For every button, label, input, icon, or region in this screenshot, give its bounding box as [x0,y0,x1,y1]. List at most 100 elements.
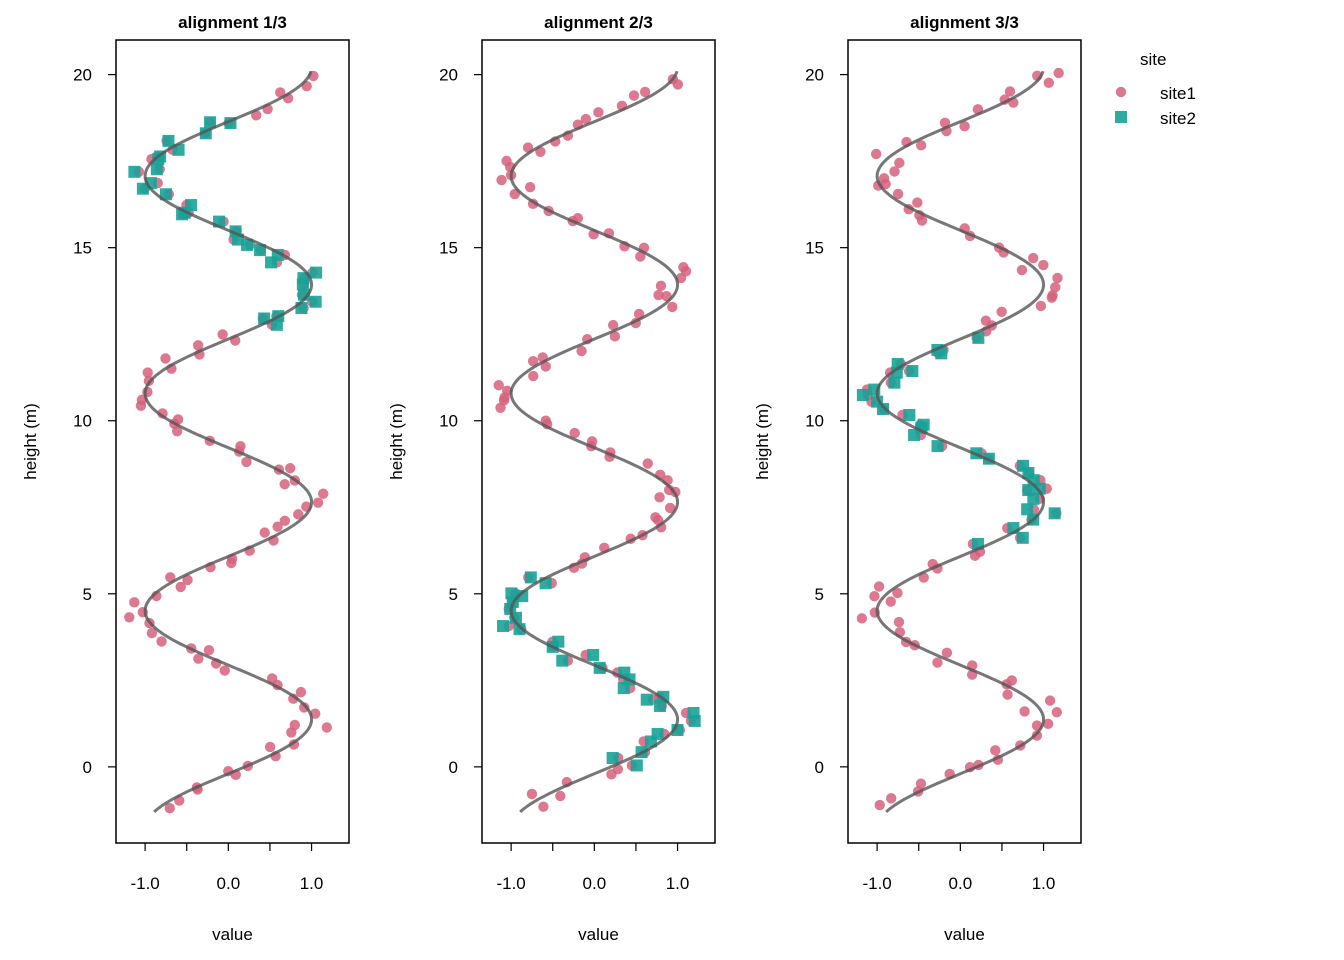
legend-label-site2: site2 [1160,109,1196,128]
site1-point [990,745,1001,756]
site1-point [894,157,905,169]
site1-point [165,572,176,583]
site2-point [516,590,529,603]
site1-point [1004,86,1016,97]
site2-point [253,244,266,257]
site2-point [972,331,985,344]
site1-point [655,280,667,292]
x-tick-label: -1.0 [130,874,159,893]
site1-point [538,801,549,812]
y-tick-label: 20 [73,66,92,85]
site1-point [639,86,651,98]
y-tick-label: 0 [83,758,92,777]
y-tick-label: 15 [73,239,92,258]
site1-point [129,597,140,608]
site1-point [664,502,676,514]
x-tick-label: -1.0 [496,874,525,893]
x-tick-label: 0.0 [217,874,241,893]
plot-frame [847,39,1082,844]
x-tick-label: 1.0 [666,874,690,893]
model-curve [143,70,314,813]
y-tick-label: 10 [439,412,458,431]
site1-point [941,647,953,659]
site1-point [593,107,604,118]
y-tick-label: 15 [439,239,458,258]
site1-point [1038,259,1049,271]
site1-point [275,87,286,98]
site2-point [297,272,310,285]
site1-point [527,356,539,367]
model-curve [875,70,1046,813]
site2-point [309,295,322,308]
site2-point [606,751,619,764]
y-tick-label: 15 [805,239,824,258]
site1-point [295,686,307,698]
site2-point [505,587,518,600]
y-tick-label: 0 [449,758,458,777]
y-axis-label: height (m) [753,403,772,480]
site2-point [906,365,919,378]
site1-point [259,527,270,538]
site1-point [586,436,598,447]
panel-1: alignment 1/3 0 5 10 15 20 -1.0 0.0 1.0 value heig… [21,13,350,944]
site1-point [1053,67,1064,79]
site1-point [892,587,903,599]
site1-point [1028,252,1039,264]
site1-point [524,181,536,193]
legend-title: site [1140,50,1166,69]
site1-point [528,370,539,382]
site1-point [146,627,158,639]
y-axis-label: height (m) [21,403,40,480]
site1-point [885,793,897,804]
y-axis-label: height (m) [387,403,406,480]
site1-point [1042,718,1054,730]
site1-point [1044,695,1056,706]
site2-point [917,418,930,431]
site1-point [312,497,324,508]
site1-point [1052,272,1063,284]
site1-point [628,90,640,101]
series-site2 [856,331,1061,550]
site1-point [272,521,283,532]
site1-point [912,197,923,208]
legend: site site1 site2 [1115,50,1196,128]
site1-point [915,140,927,151]
site1-point [650,512,661,523]
site1-point [1019,706,1030,717]
site1-point [203,644,215,656]
site1-point [609,331,621,342]
site1-point [318,488,329,499]
site2-point [552,635,565,648]
site1-point [526,788,538,800]
site1-point [873,581,885,592]
series-site1 [856,67,1064,811]
site1-point [569,427,580,439]
site1-point [182,574,193,586]
site1-point [279,479,290,490]
site1-point [576,345,587,357]
site1-point [496,174,507,186]
site1-point [1006,675,1018,686]
site1-point [160,353,171,364]
site1-point [1050,282,1061,293]
site2-point [150,163,163,176]
site2-point [630,759,643,772]
site2-point [587,648,600,661]
site1-point [251,110,262,121]
site1-point [654,492,665,503]
site1-point [555,790,566,802]
site2-point [556,654,569,667]
y-tick-label: 20 [805,66,824,85]
site2-point [241,238,254,251]
site1-point [635,251,646,262]
site2-point [687,706,700,719]
site1-point [540,361,551,372]
x-axis-label: value [212,925,253,944]
site1-point [1031,730,1043,741]
site2-point [1048,507,1061,520]
series-site2 [497,571,701,772]
site2-point [1021,503,1034,516]
site2-point [888,376,901,389]
site1-point [856,613,868,624]
